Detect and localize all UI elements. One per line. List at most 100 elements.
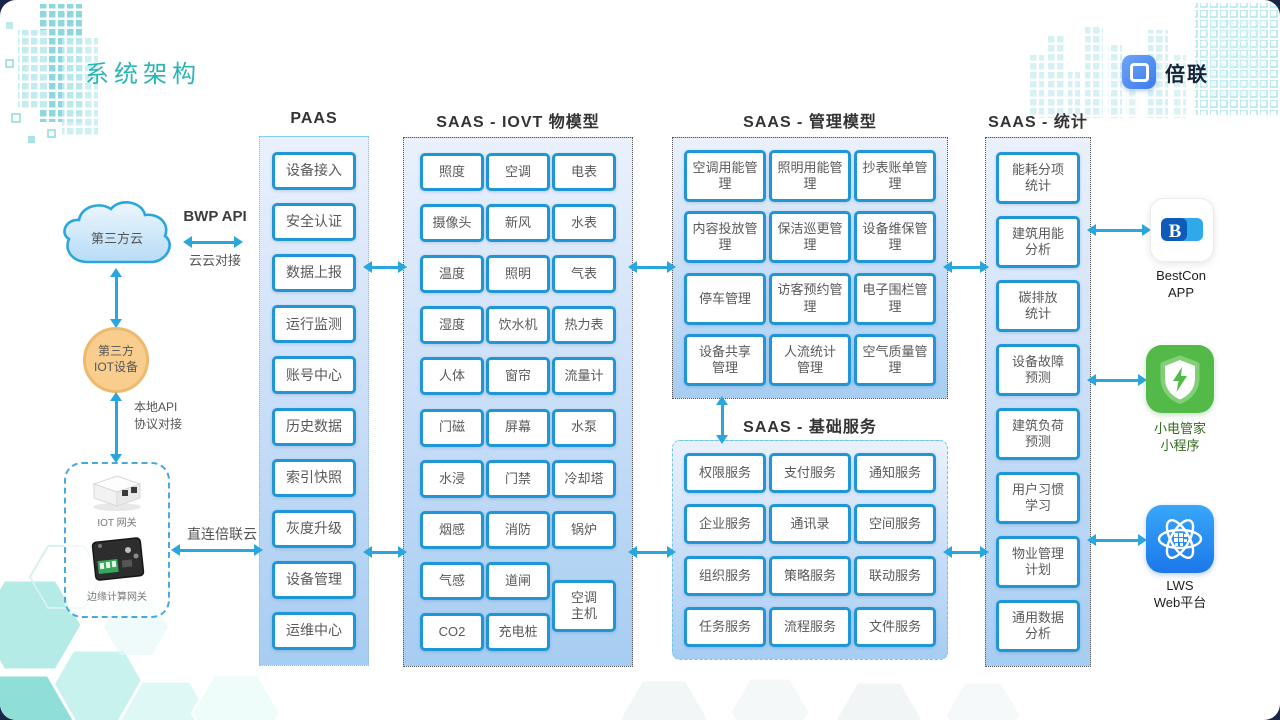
brand-logo: 倍联 (1122, 55, 1209, 89)
atom-icon (1157, 519, 1203, 559)
direct-link-label: 直连倍联云 (187, 526, 257, 542)
arrow-stats-shield (1087, 374, 1147, 386)
model-box: 组织服务 (684, 555, 766, 596)
model-box: 空调 主机 (552, 580, 616, 633)
lws-app-label: LWS Web平台 (1153, 578, 1207, 610)
model-box: 屏幕 (486, 408, 550, 447)
brand-logo-icon (1122, 55, 1156, 89)
model-box: 热力表 (552, 306, 616, 345)
model-box: 企业服务 (684, 504, 766, 545)
model-box: 数据上报 (272, 254, 356, 293)
arrow-base-stats (943, 546, 989, 558)
model-box: 锅炉 (552, 510, 616, 549)
bestcon-app-card: B (1150, 198, 1214, 262)
model-box: 人流统计 管理 (769, 333, 851, 386)
model-box: 策略服务 (769, 555, 851, 596)
mgmt-panel: 空调用能管 理照明用能管 理抄表账单管 理内容投放管 理保洁巡更管 理设备维保管… (672, 137, 948, 399)
hexagon-decoration-right (618, 676, 1023, 720)
local-api-label: 本地API 协议对接 (134, 400, 183, 431)
model-box: 权限服务 (684, 453, 766, 493)
iot-gateway-image (92, 475, 142, 511)
model-box: 通用数据 分析 (996, 600, 1080, 652)
arrow-cloud-device (110, 268, 122, 328)
paas-panel: 设备接入 安全认证 数据上报 运行监测 账号中心 历史数据 索引快照 灰度升级 设备管理 运维中心 (259, 136, 369, 666)
model-box: 历史数据 (272, 407, 356, 446)
model-box: 灰度升级 (272, 509, 356, 548)
model-box: 设备维保管 理 (854, 211, 936, 264)
model-box: 空气质量管 理 (854, 333, 936, 386)
model-box: 空调 (486, 153, 550, 191)
model-box: 设备共享 管理 (684, 333, 766, 386)
base-panel: 权限服务 支付服务 通知服务 企业服务 通讯录 空间服务 组织服务 策略服务 联动服务 任务服务流… (672, 440, 948, 660)
page-title: 系统架构 (85, 61, 201, 88)
column-title-iovt: SAAS - IOVT 物模型 (436, 114, 600, 131)
third-party-iot-device: 第三方 IOT设备 (83, 327, 149, 393)
model-box: 湿度 (420, 306, 484, 345)
third-party-cloud (58, 196, 176, 278)
model-box: 流量计 (552, 357, 616, 396)
svg-text:B: B (1169, 221, 1182, 242)
arrow-iovt-mgmt (628, 261, 676, 273)
model-box: 气感 (420, 561, 484, 600)
iovt-panel: 照度 空调 电表 摄像头 新风 水表 温度 照明 气表 湿度 饮水机 热力表 人体 窗帘 流量计 门磁 屏幕 水泵… (403, 137, 633, 667)
bestcon-b-icon: B (1161, 218, 1203, 242)
model-box: 空间服务 (854, 504, 936, 545)
column-title-paas: PAAS (290, 110, 338, 127)
model-box: 保洁巡更管 理 (769, 211, 851, 264)
model-box: 用户习惯 学习 (996, 472, 1080, 524)
model-box: 电表 (552, 153, 616, 191)
model-box: 烟感 (420, 510, 484, 549)
cloud-link-label: 云云对接 (188, 253, 241, 268)
model-box: CO2 (420, 612, 484, 651)
model-box: 碳排放 统计 (996, 280, 1080, 332)
edge-gateway-image (91, 537, 145, 581)
model-box: 索引快照 (272, 458, 356, 497)
model-box: 停车管理 (684, 272, 766, 325)
third-party-cloud-label: 第三方云 (90, 231, 143, 246)
model-box: 窗帘 (486, 357, 550, 396)
model-box: 气表 (552, 255, 616, 294)
edge-gateway-label: 边缘计算网关 (87, 592, 147, 603)
model-box: 摄像头 (420, 204, 484, 243)
model-box: 任务服务 (684, 606, 766, 647)
arrow-device-gateway (110, 392, 122, 463)
model-box: 流程服务 (769, 606, 851, 647)
model-box: 水表 (552, 204, 616, 243)
arrow-paas-iovt-bottom (363, 546, 407, 558)
model-box: 账号中心 (272, 356, 356, 395)
model-box: 饮水机 (486, 306, 550, 345)
bestcon-app-label: BestCon APP (1156, 268, 1206, 300)
arrow-gateway-paas (171, 544, 263, 556)
model-box: 充电桩 (486, 612, 550, 651)
model-box: 水泵 (552, 408, 616, 447)
model-box: 抄表账单管 理 (854, 150, 936, 202)
model-box: 设备接入 (272, 152, 356, 190)
model-box: 建筑负荷 预测 (996, 408, 1080, 460)
xiaodian-app-card (1146, 345, 1214, 413)
stats-panel: 能耗分项 统计 建筑用能 分析 碳排放 统计 设备故障 预测 建筑负荷 预测 用户习惯 学… (985, 137, 1091, 667)
shield-lightning-icon (1160, 355, 1200, 404)
arrow-stats-lws (1087, 534, 1147, 546)
model-box: 运行监测 (272, 305, 356, 344)
brand-logo-text: 倍联 (1165, 63, 1209, 86)
arrow-mgmt-stats (943, 261, 989, 273)
xiaodian-app-label: 小电管家 小程序 (1153, 421, 1206, 453)
arrow-paas-iovt-top (363, 261, 407, 273)
bwp-api-label: BWP API (183, 208, 247, 225)
column-title-mgmt: SAAS - 管理模型 (743, 114, 877, 131)
model-box: 建筑用能 分析 (996, 216, 1080, 268)
model-box: 访客预约管 理 (769, 272, 851, 325)
model-box: 冷却塔 (552, 459, 616, 498)
model-box: 温度 (420, 255, 484, 294)
arrow-mgmt-base (716, 396, 728, 444)
model-box: 空调用能管 理 (684, 150, 766, 202)
model-box: 照度 (420, 153, 484, 191)
model-box: 通知服务 (854, 453, 936, 493)
arrow-cloud-cloud (183, 236, 243, 248)
model-box: 新风 (486, 204, 550, 243)
lws-app-card (1146, 505, 1214, 573)
model-box: 运维中心 (272, 611, 356, 650)
arrow-stats-bestcon (1087, 224, 1151, 236)
model-box: 内容投放管 理 (684, 211, 766, 264)
